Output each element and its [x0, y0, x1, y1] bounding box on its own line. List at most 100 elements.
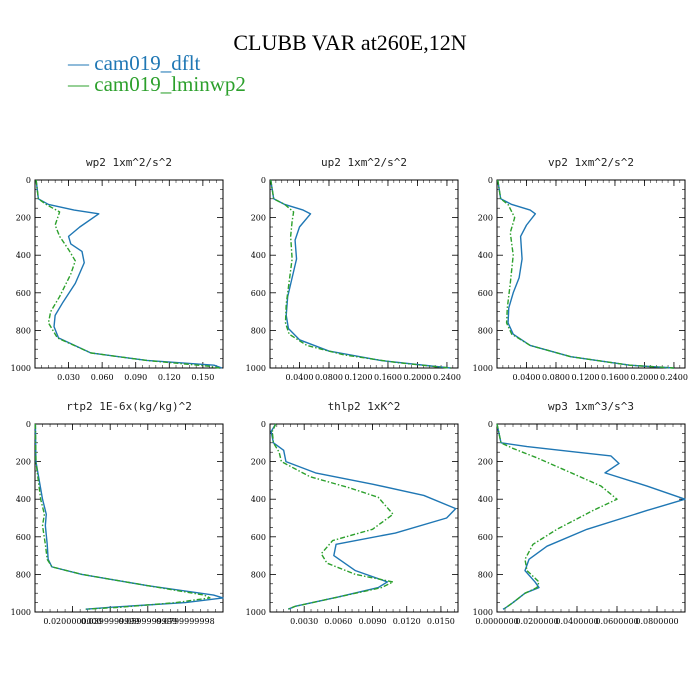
series-line-cam019_dflt: [35, 179, 223, 369]
legend-entry-lminwp2: — cam019_lminwp2: [68, 73, 246, 95]
x-tick-label: 0.2400: [433, 373, 461, 382]
figure-title: CLUBB VAR at260E,12N: [233, 30, 467, 55]
y-tick-label: 400: [16, 251, 31, 260]
y-tick-label: 600: [478, 289, 493, 298]
series-line-cam019_dflt: [270, 423, 457, 610]
x-tick-label: 0.0400000: [555, 617, 598, 626]
series-line-cam019_lminwp2: [271, 423, 394, 610]
y-tick-label: 200: [478, 214, 493, 223]
plot-frame: [496, 423, 686, 613]
x-tick-label: 0.1200: [571, 373, 599, 382]
y-tick-label: 600: [251, 533, 266, 542]
y-tick-label: 1000: [246, 364, 266, 373]
x-tick-label: 0.1600: [374, 373, 402, 382]
legend-dash: —: [68, 51, 95, 75]
series-line-cam019_dflt: [34, 423, 224, 610]
y-tick-label: 600: [16, 289, 31, 298]
legend-label: cam019_dflt: [94, 51, 201, 75]
series-line-cam019_lminwp2: [34, 423, 211, 610]
series-line-cam019_lminwp2: [496, 423, 618, 610]
x-tick-label: 0.0400: [285, 373, 313, 382]
chart-panel-6: wp3 1xm^3/s^3020040060080010000.00000000…: [473, 400, 686, 626]
x-tick-label: 0.0200000000: [43, 617, 102, 626]
y-tick-label: 400: [251, 495, 266, 504]
y-tick-label: 1000: [246, 608, 266, 617]
y-tick-label: 1000: [11, 608, 31, 617]
x-tick-label: 0.0200000: [515, 617, 558, 626]
x-tick-label: 0.0060: [324, 617, 352, 626]
y-tick-label: 200: [478, 458, 493, 467]
x-tick-label: 0.120: [158, 373, 181, 382]
y-tick-label: 200: [16, 458, 31, 467]
y-tick-label: 400: [478, 251, 493, 260]
y-tick-label: 200: [16, 214, 31, 223]
x-tick-label: 0.150: [191, 373, 214, 382]
x-tick-label: 0.0400: [512, 373, 540, 382]
y-tick-label: 800: [251, 326, 266, 335]
series-line-cam019_dflt: [497, 179, 674, 369]
chart-panel-3: vp2 1xm^2/s^2 0 200 400 600 800 1000 0.0400 0.08…: [473, 156, 688, 382]
plot-frame: [34, 423, 224, 613]
y-tick-label: 1000: [473, 608, 493, 617]
x-tick-label: 0.2000: [403, 373, 431, 382]
x-tick-label: 0.0090: [359, 617, 387, 626]
y-tick-label: 0: [261, 420, 266, 429]
x-tick-label: 0.090: [124, 373, 147, 382]
x-tick-label: 0.0030: [290, 617, 318, 626]
x-tick-label: 0.2400: [660, 373, 688, 382]
y-tick-label: 600: [251, 289, 266, 298]
series-line-cam019_dflt: [496, 423, 686, 610]
y-tick-label: 400: [16, 495, 31, 504]
y-tick-label: 800: [16, 570, 31, 579]
x-tick-label: 0.0800000: [635, 617, 678, 626]
y-tick-label: 800: [16, 326, 31, 335]
legend-dash: —: [68, 72, 95, 96]
chart-panel-2: up2 1xm^2/s^2 0 200 400 600 800 1000 0.0400 0.08…: [246, 156, 461, 382]
panel-title: up2 1xm^2/s^2: [321, 156, 407, 169]
x-tick-label: 0.0600000: [595, 617, 638, 626]
y-tick-label: 0: [488, 176, 493, 185]
panel-title: wp2 1xm^2/s^2: [86, 156, 172, 169]
x-tick-label: 0.0399999999: [81, 617, 140, 626]
panel-title: rtp2 1E-6x(kg/kg)^2: [66, 400, 192, 413]
y-tick-label: 600: [16, 533, 31, 542]
y-tick-label: 800: [251, 570, 266, 579]
y-tick-label: 800: [478, 570, 493, 579]
x-tick-label: 0.0120: [393, 617, 421, 626]
y-tick-label: 400: [478, 495, 493, 504]
x-tick-label: 0.1200: [344, 373, 372, 382]
x-tick-label: 0.060: [91, 373, 114, 382]
x-tick-label: 0.0800: [542, 373, 570, 382]
x-tick-label: 0.2000: [630, 373, 658, 382]
series-line-cam019_lminwp2: [35, 179, 220, 369]
chart-panel-4: rtp2 1E-6x(kg/kg)^2 0 200 400 600 800 1000 0.02…: [11, 400, 224, 626]
panel-title: thlp2 1xK^2: [328, 400, 401, 413]
y-tick-label: 0: [261, 176, 266, 185]
x-tick-label: 0.0799999998: [156, 617, 215, 626]
x-tick-label: 0.0150: [427, 617, 455, 626]
x-tick-label: 0.0599999999: [119, 617, 178, 626]
y-tick-label: 800: [478, 326, 493, 335]
x-tick-label: 0.1600: [601, 373, 629, 382]
chart-panel-5: thlp2 1xK^2 0 200 400 600 800 1000 0.0030 0.0060…: [246, 400, 459, 626]
y-tick-label: 0: [488, 420, 493, 429]
panel-title: wp3 1xm^3/s^3: [548, 400, 634, 413]
plot-frame: [269, 423, 459, 613]
x-tick-label: 0.0000000: [475, 617, 518, 626]
legend-entry-dflt: — cam019_dflt: [68, 52, 200, 74]
y-tick-label: 400: [251, 251, 266, 260]
series-line-cam019_dflt: [270, 179, 451, 369]
panel-title: vp2 1xm^2/s^2: [548, 156, 634, 169]
y-tick-label: 600: [478, 533, 493, 542]
chart-panel-1: wp2 1xm^2/s^2 0 200 400 600 800 1000 0.030 0.060…: [11, 156, 224, 382]
y-tick-label: 0: [26, 420, 31, 429]
y-tick-label: 1000: [11, 364, 31, 373]
legend-label: cam019_lminwp2: [94, 72, 246, 96]
y-tick-label: 1000: [473, 364, 493, 373]
x-tick-label: 0.0800: [315, 373, 343, 382]
y-tick-label: 200: [251, 214, 266, 223]
y-tick-label: 200: [251, 458, 266, 467]
y-tick-label: 0: [26, 176, 31, 185]
x-tick-label: 0.030: [57, 373, 80, 382]
